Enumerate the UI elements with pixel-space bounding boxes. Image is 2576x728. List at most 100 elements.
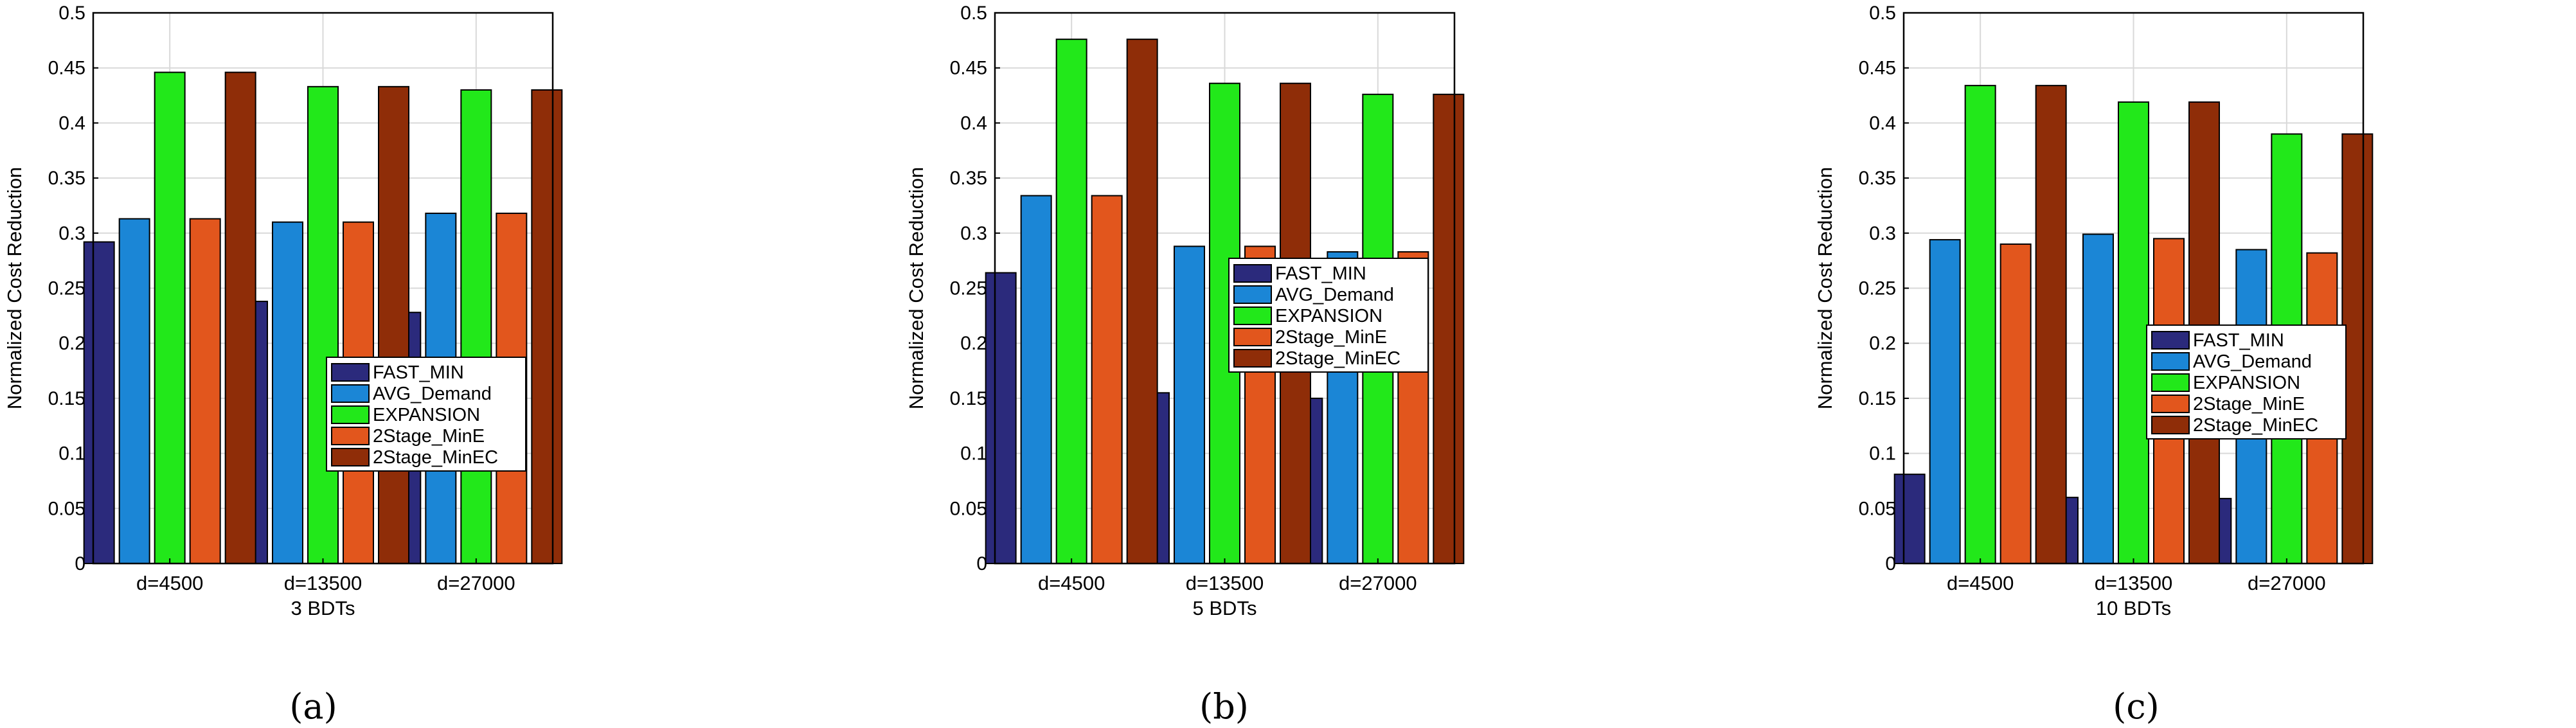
y-tick-label: 0.35 bbox=[48, 168, 85, 189]
bar-EXPANSION-d=13500 bbox=[307, 85, 339, 564]
bar-AVG_Demand-d=13500 bbox=[1174, 245, 1205, 564]
legend-swatch-2Stage_MinEC bbox=[1233, 349, 1272, 368]
legend-label: AVG_Demand bbox=[1275, 285, 1394, 305]
y-tick-label: 0.5 bbox=[58, 3, 85, 24]
y-tick-label: 0.4 bbox=[58, 112, 85, 134]
legend-swatch-AVG_Demand bbox=[331, 384, 370, 403]
x-axis-label: 3 BDTs bbox=[291, 597, 355, 619]
legend-label: 2Stage_MinEC bbox=[1275, 348, 1400, 369]
y-tick-label: 0.4 bbox=[960, 112, 987, 134]
legend-label: 2Stage_MinE bbox=[1275, 327, 1387, 348]
y-tick-label: 0 bbox=[1885, 553, 1896, 574]
x-axis-label: 10 BDTs bbox=[2096, 597, 2171, 619]
y-tick-label: 0.05 bbox=[48, 498, 85, 519]
legend-swatch-FAST_MIN bbox=[331, 363, 370, 382]
y-tick-label: 0.3 bbox=[960, 223, 987, 244]
x-tick-label: d=4500 bbox=[1038, 572, 1105, 594]
legend-label: AVG_Demand bbox=[373, 384, 492, 404]
bar-AVG_Demand-d=13500 bbox=[2082, 233, 2114, 565]
legend-label: 2Stage_MinE bbox=[373, 426, 485, 447]
bar-2Stage_MinEC-d=4500 bbox=[2035, 85, 2067, 564]
y-tick-label: 0.15 bbox=[950, 388, 987, 409]
x-tick-label: d=27000 bbox=[2248, 572, 2326, 594]
bar-AVG_Demand-d=4500 bbox=[1929, 239, 1961, 564]
bar-FAST_MIN-d=4500 bbox=[1893, 474, 1926, 565]
bar-EXPANSION-d=4500 bbox=[154, 71, 186, 564]
y-tick-label: 0.45 bbox=[48, 58, 85, 79]
y-tick-label: 0.25 bbox=[950, 278, 987, 299]
y-tick-label: 0.1 bbox=[960, 443, 987, 465]
y-tick-label: 0 bbox=[75, 553, 85, 574]
y-tick-label: 0.3 bbox=[1869, 223, 1896, 244]
x-tick-label: d=4500 bbox=[1947, 572, 2014, 594]
y-tick-label: 0.45 bbox=[1859, 58, 1896, 79]
legend-label: EXPANSION bbox=[1275, 306, 1382, 326]
y-tick-label: 0.15 bbox=[48, 388, 85, 409]
x-tick-label: d=13500 bbox=[284, 572, 362, 594]
legend-label: AVG_Demand bbox=[2193, 351, 2312, 372]
y-tick-label: 0.2 bbox=[960, 333, 987, 354]
panel-caption: (c) bbox=[2113, 686, 2159, 727]
legend-swatch-2Stage_MinE bbox=[2151, 395, 2190, 413]
x-tick-label: d=13500 bbox=[2095, 572, 2173, 594]
legend-swatch-2Stage_MinE bbox=[331, 427, 370, 445]
y-tick-label: 0.35 bbox=[950, 168, 987, 189]
y-tick-label: 0.1 bbox=[58, 443, 85, 465]
legend-swatch-2Stage_MinEC bbox=[331, 448, 370, 466]
legend-swatch-AVG_Demand bbox=[1233, 285, 1272, 304]
x-tick-label: d=27000 bbox=[437, 572, 515, 594]
legend-label: FAST_MIN bbox=[373, 362, 464, 383]
bar-2Stage_MinEC-d=27000 bbox=[2341, 133, 2374, 565]
y-axis-label: Normalized Cost Reduction bbox=[905, 167, 927, 409]
chart-panel-3: 0 0.05 0.1 0.15 0.2 0.25 0.3 0.35 0.4 0.45 0.5 d=45… bbox=[1814, 3, 2374, 727]
bar-2Stage_MinEC-d=27000 bbox=[1433, 93, 1465, 564]
legend-swatch-EXPANSION bbox=[1233, 306, 1272, 325]
bar-FAST_MIN-d=4500 bbox=[985, 272, 1017, 564]
legend-label: EXPANSION bbox=[373, 405, 480, 425]
bar-2Stage_MinEC-d=4500 bbox=[224, 71, 256, 564]
y-tick-label: 0.05 bbox=[950, 498, 987, 519]
legend-label: FAST_MIN bbox=[2193, 330, 2284, 351]
bar-EXPANSION-d=27000 bbox=[460, 89, 492, 565]
legend-label: 2Stage_MinEC bbox=[2193, 415, 2318, 436]
bar-2Stage_MinEC-d=4500 bbox=[1126, 39, 1158, 565]
x-tick-label: d=13500 bbox=[1186, 572, 1264, 594]
legend-swatch-2Stage_MinEC bbox=[2151, 416, 2190, 434]
bar-EXPANSION-d=13500 bbox=[2118, 101, 2149, 565]
panel-caption: (b) bbox=[1199, 686, 1249, 727]
y-axis-label: Normalized Cost Reduction bbox=[1814, 167, 1836, 409]
bar-AVG_Demand-d=4500 bbox=[1020, 195, 1052, 564]
bar-2Stage_MinE-d=4500 bbox=[189, 218, 221, 564]
y-tick-label: 0 bbox=[976, 553, 987, 574]
legend-label: EXPANSION bbox=[2193, 373, 2300, 393]
y-tick-label: 0.4 bbox=[1869, 112, 1896, 134]
legend-swatch-AVG_Demand bbox=[2151, 352, 2190, 371]
bar-2Stage_MinE-d=4500 bbox=[1091, 195, 1123, 564]
y-tick-label: 0.25 bbox=[1859, 278, 1896, 299]
bar-EXPANSION-d=4500 bbox=[1055, 39, 1087, 565]
chart-panel-1: 0 0.05 0.1 0.15 0.2 0.25 0.3 0.35 0.4 0.45 0.5 d=45… bbox=[3, 3, 563, 727]
y-tick-label: 0.5 bbox=[960, 3, 987, 24]
bar-FAST_MIN-d=4500 bbox=[83, 241, 115, 564]
legend-swatch-FAST_MIN bbox=[2151, 331, 2190, 350]
y-tick-label: 0.2 bbox=[58, 333, 85, 354]
x-tick-label: d=27000 bbox=[1339, 572, 1417, 594]
bar-2Stage_MinE-d=4500 bbox=[1999, 243, 2032, 564]
x-axis-label: 5 BDTs bbox=[1193, 597, 1257, 619]
panel-caption: (a) bbox=[289, 686, 337, 727]
legend-label: 2Stage_MinE bbox=[2193, 394, 2305, 414]
chart-panel-2: 0 0.05 0.1 0.15 0.2 0.25 0.3 0.35 0.4 0.45 0.5 d=45… bbox=[905, 3, 1465, 727]
y-tick-label: 0.2 bbox=[1869, 333, 1896, 354]
legend-swatch-EXPANSION bbox=[331, 405, 370, 424]
y-tick-label: 0.3 bbox=[58, 223, 85, 244]
legend-swatch-EXPANSION bbox=[2151, 373, 2190, 392]
legend-label: 2Stage_MinEC bbox=[373, 447, 498, 468]
bar-AVG_Demand-d=13500 bbox=[272, 221, 303, 565]
x-tick-label: d=4500 bbox=[136, 572, 203, 594]
bar-AVG_Demand-d=4500 bbox=[118, 218, 150, 564]
bar-2Stage_MinEC-d=27000 bbox=[531, 89, 563, 565]
bar-EXPANSION-d=4500 bbox=[1964, 85, 1996, 564]
y-tick-label: 0.5 bbox=[1869, 3, 1896, 24]
y-tick-label: 0.25 bbox=[48, 278, 85, 299]
